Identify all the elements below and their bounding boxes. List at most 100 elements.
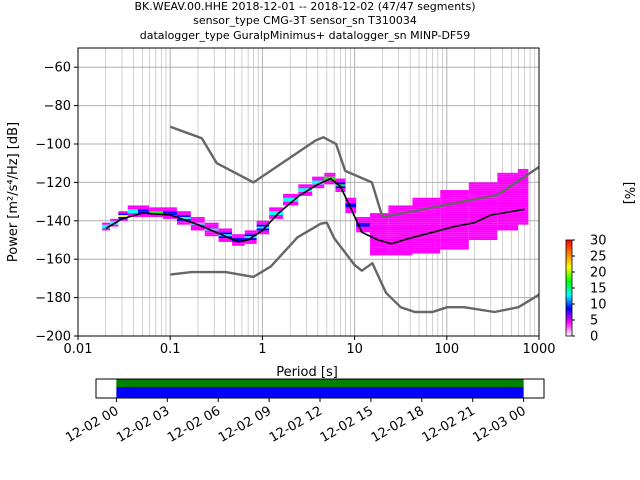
- density-cell: [440, 224, 469, 227]
- density-cell: [468, 228, 498, 231]
- density-cell: [468, 205, 498, 208]
- y-tick-label: −140: [35, 214, 71, 229]
- density-cell: [497, 195, 518, 198]
- density-cell: [497, 216, 518, 219]
- density-cell: [497, 172, 518, 175]
- density-cell: [440, 230, 469, 233]
- density-cell: [497, 222, 518, 225]
- density-cell: [468, 193, 498, 196]
- plot-frame: [77, 47, 540, 337]
- density-cell: [110, 224, 119, 227]
- density-cell: [204, 232, 219, 235]
- density-cell: [370, 230, 389, 233]
- density-cell: [370, 226, 389, 229]
- density-cell: [497, 215, 518, 217]
- density-cell: [388, 209, 413, 212]
- density-cell: [335, 182, 346, 185]
- timeline-tick-label: 12-02 06: [165, 404, 223, 446]
- density-cell: [497, 174, 518, 177]
- timeline-tick-label: 12-02 09: [216, 404, 274, 446]
- density-cell: [244, 232, 257, 235]
- timeline-tick-label: 12-03 00: [471, 404, 529, 446]
- density-cell: [324, 176, 336, 179]
- density-cell: [497, 193, 518, 196]
- density-cell: [312, 178, 325, 181]
- x-axis-ticks: 0.01 0.1 1 10 100 1000: [64, 336, 556, 357]
- density-cell: [370, 218, 389, 221]
- density-cell: [517, 222, 529, 225]
- density-cell: [269, 207, 284, 210]
- density-cell: [412, 197, 441, 200]
- density-cell: [370, 251, 389, 254]
- colorbar-tick-label: 0: [590, 330, 598, 345]
- density-cell: [468, 188, 498, 191]
- density-cell: [190, 226, 205, 229]
- density-cell: [118, 213, 128, 216]
- density-cell: [468, 230, 498, 233]
- density-cell: [218, 234, 233, 237]
- density-cell: [298, 190, 313, 192]
- density-cell: [176, 222, 191, 225]
- y-tick-label: −100: [35, 138, 71, 153]
- density-cell: [440, 215, 469, 217]
- density-cell: [412, 215, 441, 217]
- colorbar-label: [%]: [621, 182, 636, 205]
- density-cell: [468, 218, 498, 221]
- density-cell: [440, 207, 469, 210]
- density-cell: [468, 238, 498, 240]
- density-cell: [370, 216, 389, 219]
- density-cell: [412, 249, 441, 252]
- x-tick-label: 100: [434, 342, 459, 357]
- y-tick-label: −80: [44, 99, 71, 114]
- density-cell: [127, 205, 138, 208]
- density-cell: [412, 230, 441, 233]
- density-cell: [204, 224, 219, 227]
- density-cell: [412, 247, 441, 250]
- density-cell: [497, 201, 518, 204]
- density-cell: [517, 216, 529, 219]
- density-cell: [440, 216, 469, 219]
- y-axis-ticks: −60 −80 −100 −120 −140 −160 −180 −200: [35, 61, 78, 345]
- coverage-bar-bottom: [116, 387, 524, 398]
- density-cell: [517, 220, 529, 223]
- density-cell: [517, 190, 529, 192]
- density-cell: [412, 228, 441, 231]
- density-cell: [269, 211, 284, 214]
- density-cell: [412, 238, 441, 240]
- density-cell: [176, 215, 191, 217]
- density-cell: [440, 199, 469, 202]
- density-cell: [102, 222, 111, 225]
- density-cell: [468, 186, 498, 189]
- density-cell: [204, 222, 219, 225]
- mode-line: [105, 177, 525, 245]
- density-cell: [440, 226, 469, 229]
- density-cell: [256, 230, 270, 233]
- density-cell: [412, 220, 441, 223]
- density-cell: [190, 216, 205, 219]
- noise-model-high-line: [169, 125, 539, 219]
- density-cell: [256, 224, 270, 227]
- y-tick-label: −160: [35, 253, 71, 268]
- density-cell: [412, 199, 441, 202]
- density-cell: [204, 226, 219, 229]
- density-cell: [412, 203, 441, 206]
- grid: [77, 48, 539, 337]
- density-cell: [190, 224, 205, 227]
- density-cell: [468, 209, 498, 212]
- density-cell: [388, 247, 413, 250]
- density-cell: [517, 218, 529, 221]
- density-cell: [102, 224, 111, 227]
- colorbar-tick-label: 30: [590, 234, 607, 249]
- density-cell: [388, 245, 413, 248]
- density-cell: [127, 213, 138, 216]
- density-cell: [497, 182, 518, 185]
- density-cell: [412, 240, 441, 242]
- density-cell: [468, 222, 498, 225]
- density-cell: [149, 209, 164, 212]
- density-cell: [517, 207, 529, 210]
- density-cell: [149, 215, 164, 217]
- density-cell: [440, 236, 469, 239]
- density-cell: [517, 195, 529, 198]
